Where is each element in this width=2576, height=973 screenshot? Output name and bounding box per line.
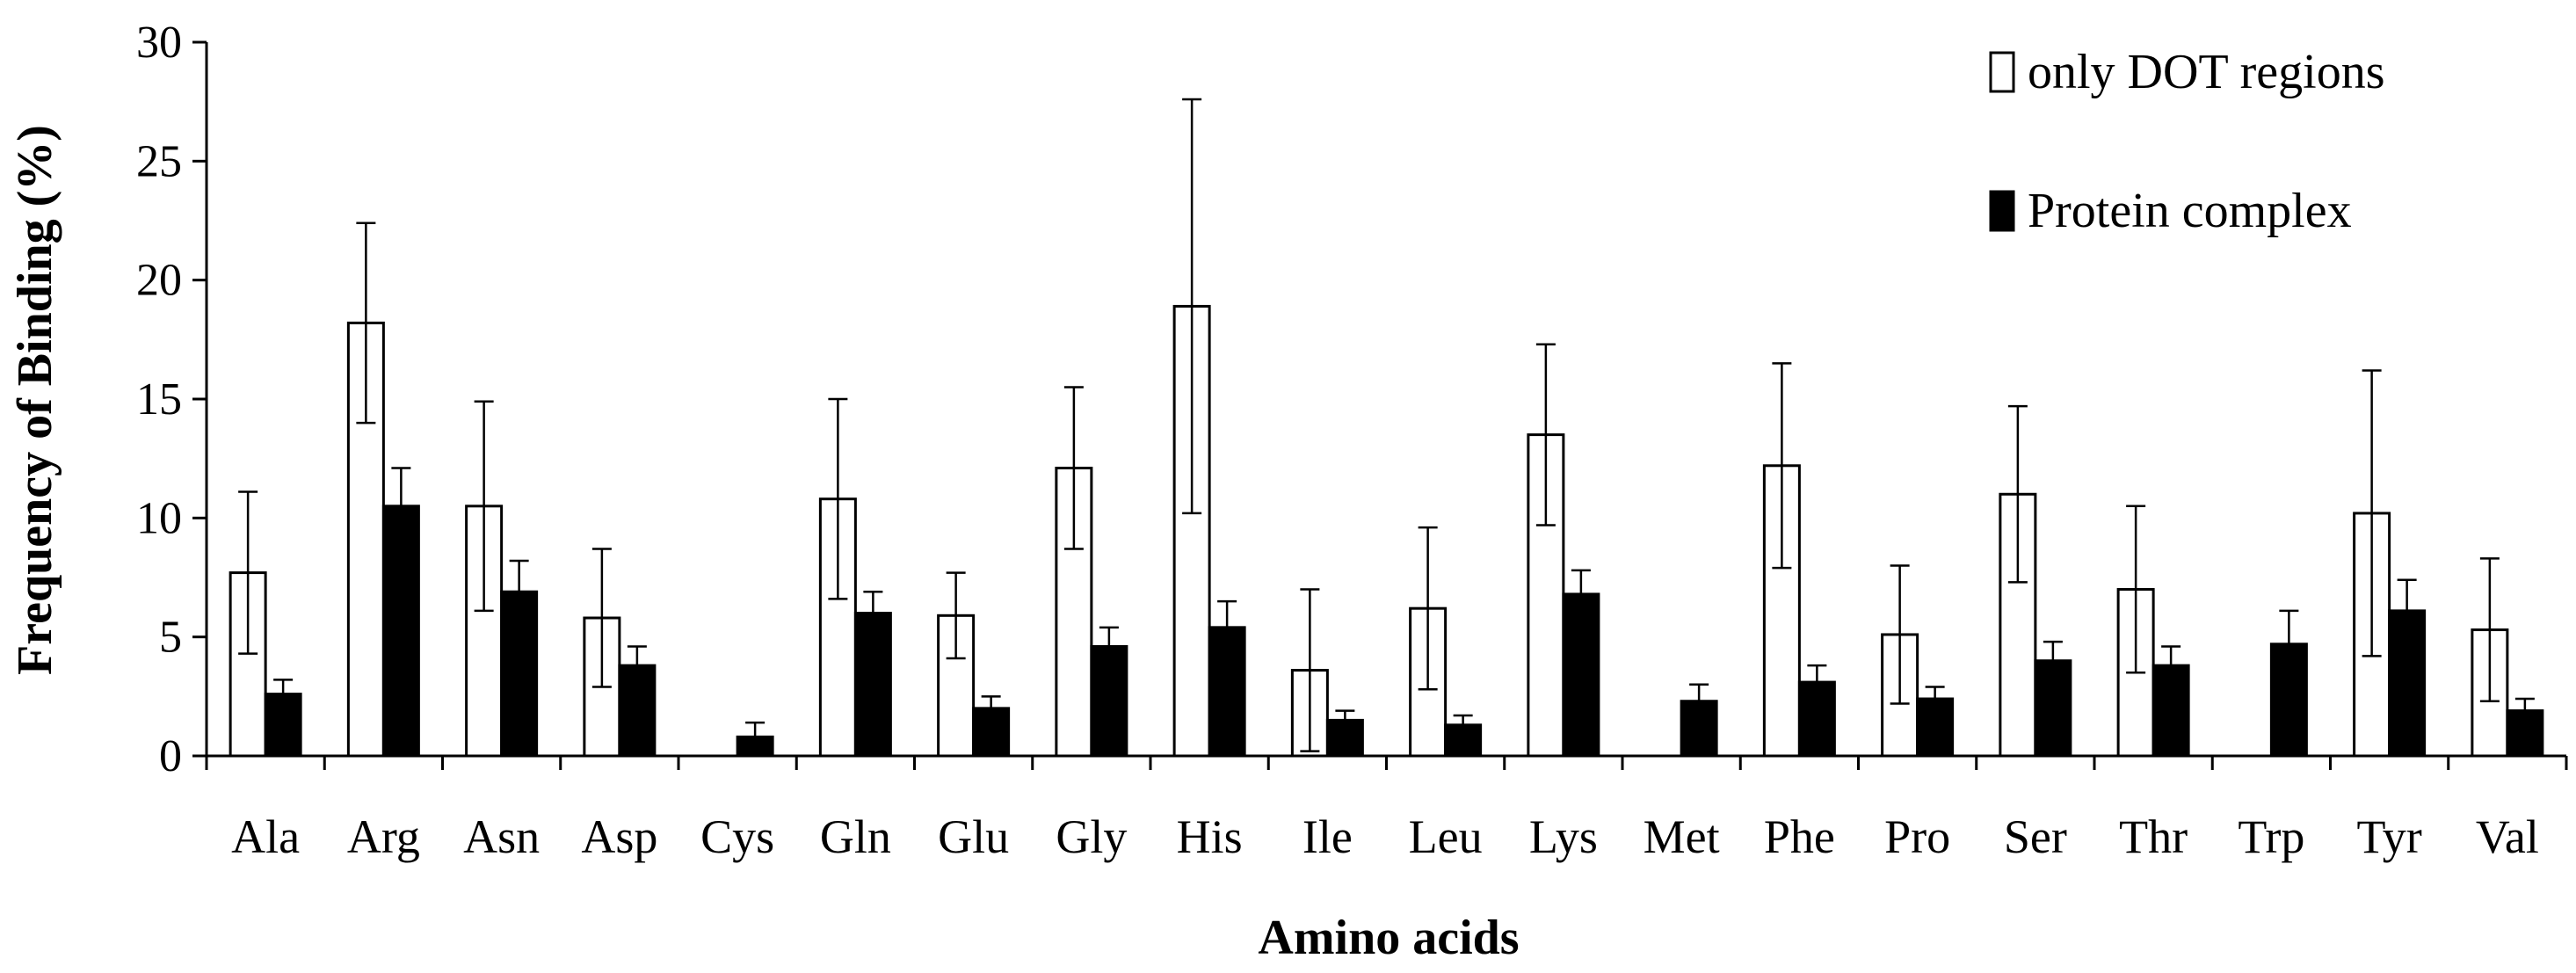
legend-label-dot-regions: only DOT regions [2028,45,2385,99]
y-tick-label: 30 [136,18,182,68]
bar-protein-complex [1562,592,1600,758]
legend: only DOT regions Protein complex [1989,45,2385,238]
x-tick-label: Lys [1529,810,1598,863]
x-tick-label: Met [1644,810,1720,863]
x-tick-label: Phe [1764,810,1835,863]
y-tick-label: 0 [159,731,182,781]
x-tick-label: Ser [2004,810,2067,863]
x-tick-label: Glu [938,810,1009,863]
x-axis-title: Amino acids [1258,911,1519,965]
y-tick-label: 15 [136,374,182,425]
x-tick-label: Leu [1409,810,1483,863]
y-tick-label: 5 [159,613,182,663]
x-tick-label: Asn [463,810,540,863]
y-tick-label: 20 [136,256,182,306]
x-tick-label: Gln [820,810,891,863]
x-tick-label: Asp [581,810,657,863]
error-bars [238,98,2535,752]
bar-protein-complex [853,612,892,758]
x-tick-label: Arg [347,810,420,863]
legend-label-protein-complex: Protein complex [2028,184,2352,238]
x-tick-label: Ala [231,810,300,863]
bar-protein-complex [618,664,657,758]
legend-swatch-protein-complex [1989,190,2015,232]
x-tick-label: Gly [1056,810,1127,863]
y-tick-label: 25 [136,136,182,186]
x-axis: Ala Arg Asn Asp Cys Gln Glu Gly His Ile Leu Lys Met P… [205,754,2568,863]
x-tick-label: Ile [1303,810,1353,863]
legend-swatch-dot-regions [1989,51,2015,93]
x-tick-label: Trp [2238,810,2304,863]
x-tick-label: Thr [2119,810,2188,863]
bars [229,304,2544,758]
y-axis-title: Frequency of Binding (%) [8,125,62,675]
x-tick-label: Val [2476,810,2539,863]
x-tick-label: Pro [1884,810,1950,863]
y-tick-label: 10 [136,493,182,543]
y-axis: 0 5 10 15 20 25 30 [136,18,208,781]
x-tick-label: Tyr [2357,810,2422,863]
x-tick-label: Cys [700,810,774,863]
x-tick-label: His [1177,810,1243,863]
